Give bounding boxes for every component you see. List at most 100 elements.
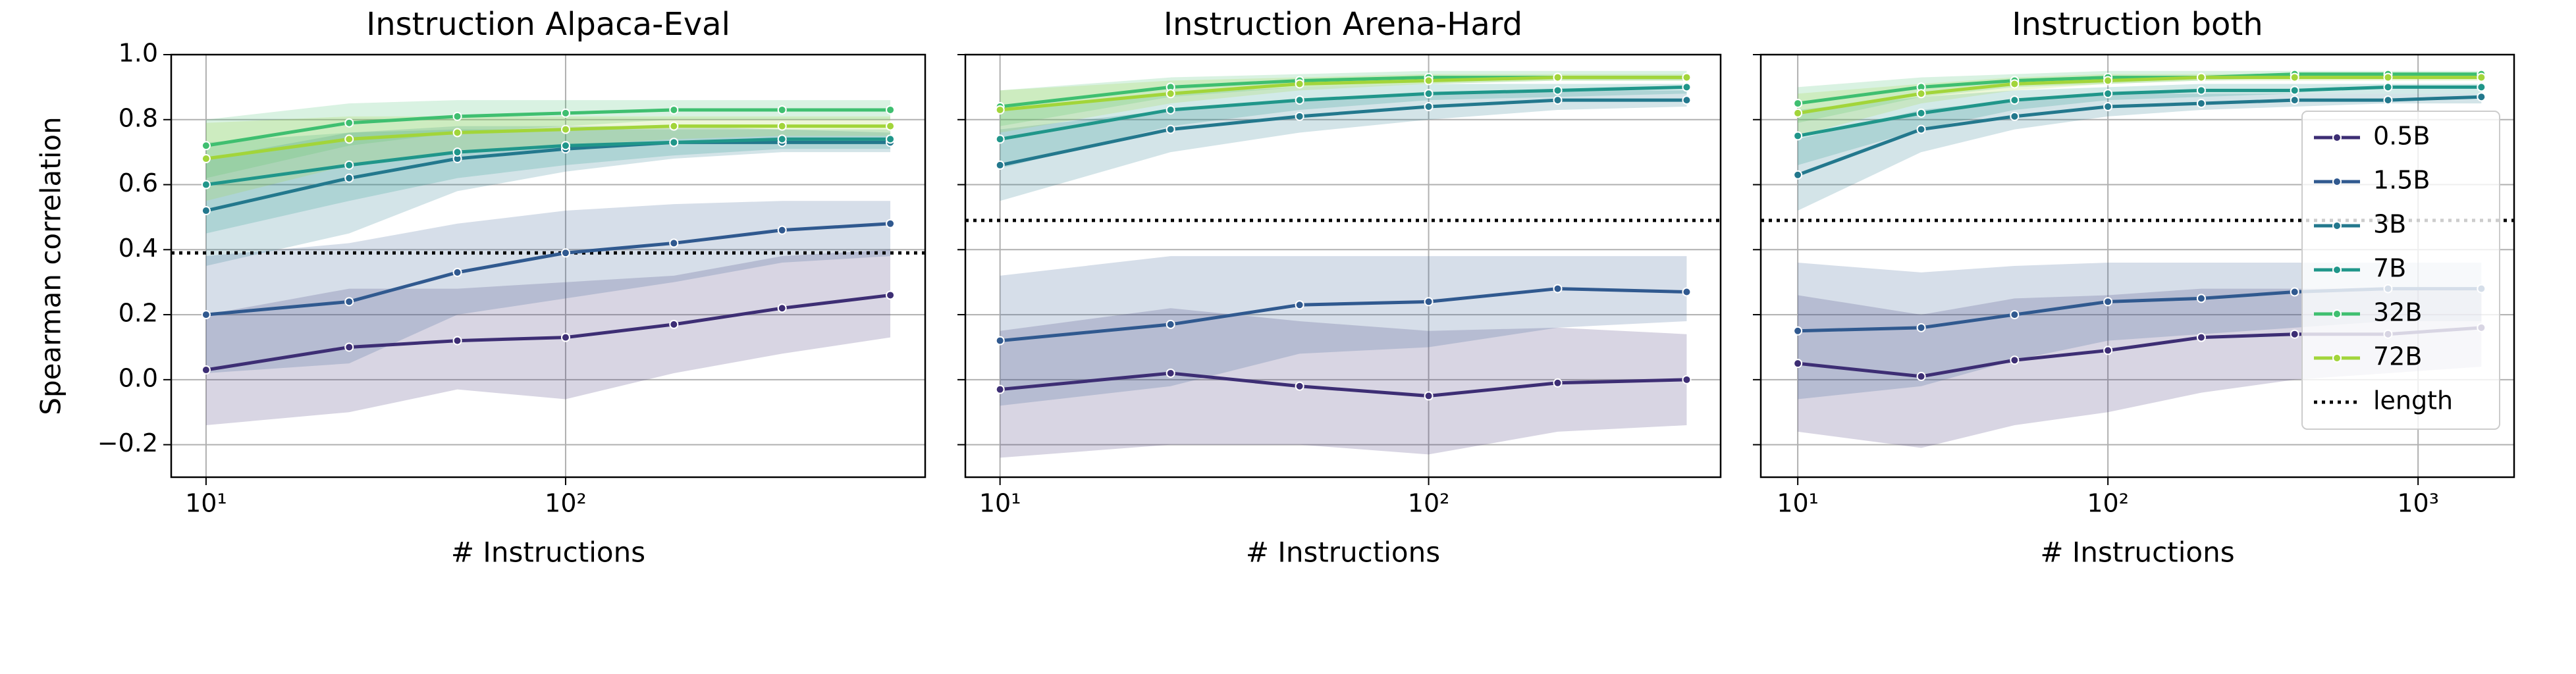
point (1166, 319, 1175, 329)
point (995, 134, 1005, 144)
point (886, 134, 896, 144)
point (201, 206, 211, 216)
point (1916, 89, 1926, 99)
point (1424, 102, 1434, 112)
point (560, 108, 570, 118)
legend-marker (2332, 353, 2342, 363)
point (452, 267, 462, 277)
point (560, 248, 570, 258)
series-line (1797, 76, 2482, 115)
x-tick-label: 10² (545, 489, 587, 518)
point (452, 336, 462, 346)
point (886, 219, 896, 228)
point (1793, 108, 1803, 118)
legend-label: 1.5B (2373, 166, 2430, 195)
x-tick-label: 10¹ (979, 489, 1021, 518)
point (1295, 79, 1304, 89)
series-line (1797, 85, 2482, 138)
y-tick-label: 0.2 (119, 299, 158, 328)
point (1553, 284, 1563, 294)
point (1424, 391, 1434, 401)
point (1916, 323, 1926, 332)
point (2196, 72, 2206, 82)
point (2010, 79, 2020, 89)
point (560, 141, 570, 151)
point (669, 121, 679, 131)
point (1424, 76, 1434, 86)
point (344, 297, 354, 307)
y-tick-label: 1.0 (119, 39, 158, 68)
point (2383, 72, 2393, 82)
point (1916, 371, 1926, 381)
confidence-band (1000, 84, 1687, 168)
x-tick-label: 10³ (2397, 489, 2439, 518)
confidence-band (1798, 84, 2482, 165)
point (1166, 124, 1175, 134)
point (1682, 82, 1692, 92)
series-line (1797, 95, 2482, 177)
legend-marker (2332, 133, 2342, 142)
x-axis-label: # Instructions (1246, 536, 1440, 569)
point (1682, 375, 1692, 384)
point (2290, 287, 2299, 297)
chart-title: Instruction Arena-Hard (1164, 6, 1522, 43)
point (2010, 310, 2020, 320)
plot-frame (964, 53, 1722, 479)
point (2290, 95, 2299, 105)
point (1295, 381, 1304, 391)
point (995, 105, 1005, 115)
point (2290, 329, 2299, 339)
x-tick-label: 10² (1408, 489, 1450, 518)
point (886, 121, 896, 131)
point (1553, 378, 1563, 388)
point (344, 134, 354, 144)
point (2103, 346, 2113, 355)
point (777, 303, 787, 313)
point (1295, 95, 1304, 105)
point (201, 154, 211, 164)
point (1682, 72, 1692, 82)
point (1793, 99, 1803, 109)
x-tick-label: 10¹ (185, 489, 227, 518)
point (777, 121, 787, 131)
point (886, 105, 896, 115)
point (2103, 102, 2113, 112)
point (2103, 76, 2113, 86)
point (669, 319, 679, 329)
y-tick-label: 0.0 (119, 363, 158, 392)
legend-marker (2332, 265, 2342, 274)
y-tick-label: 0.6 (119, 168, 158, 197)
point (201, 141, 211, 151)
legend-label: 7B (2373, 254, 2406, 283)
y-axis-label: Spearman correlation (35, 117, 67, 415)
point (2196, 99, 2206, 109)
point (995, 160, 1005, 170)
point (1553, 72, 1563, 82)
chart-title: Instruction Alpaca-Eval (366, 6, 730, 43)
subplot: 10¹ 10² Instruction Arena-Hard # Instructio… (957, 6, 1722, 569)
point (452, 111, 462, 121)
point (2477, 92, 2486, 102)
point (1166, 105, 1175, 115)
point (2010, 111, 2020, 121)
legend-marker (2332, 177, 2342, 186)
series-line (1000, 85, 1687, 141)
point (1424, 89, 1434, 99)
point (1553, 95, 1563, 105)
point (1916, 124, 1926, 134)
point (1295, 111, 1304, 121)
point (2383, 82, 2393, 92)
point (2103, 89, 2113, 99)
point (1916, 108, 1926, 118)
point (2010, 355, 2020, 365)
point (669, 105, 679, 115)
point (2103, 297, 2113, 307)
point (452, 128, 462, 138)
point (669, 238, 679, 248)
point (1793, 170, 1803, 180)
point (1166, 368, 1175, 378)
legend-box (2301, 111, 2500, 430)
chart-title: Instruction both (2012, 6, 2263, 43)
legend-label: 32B (2373, 298, 2422, 327)
